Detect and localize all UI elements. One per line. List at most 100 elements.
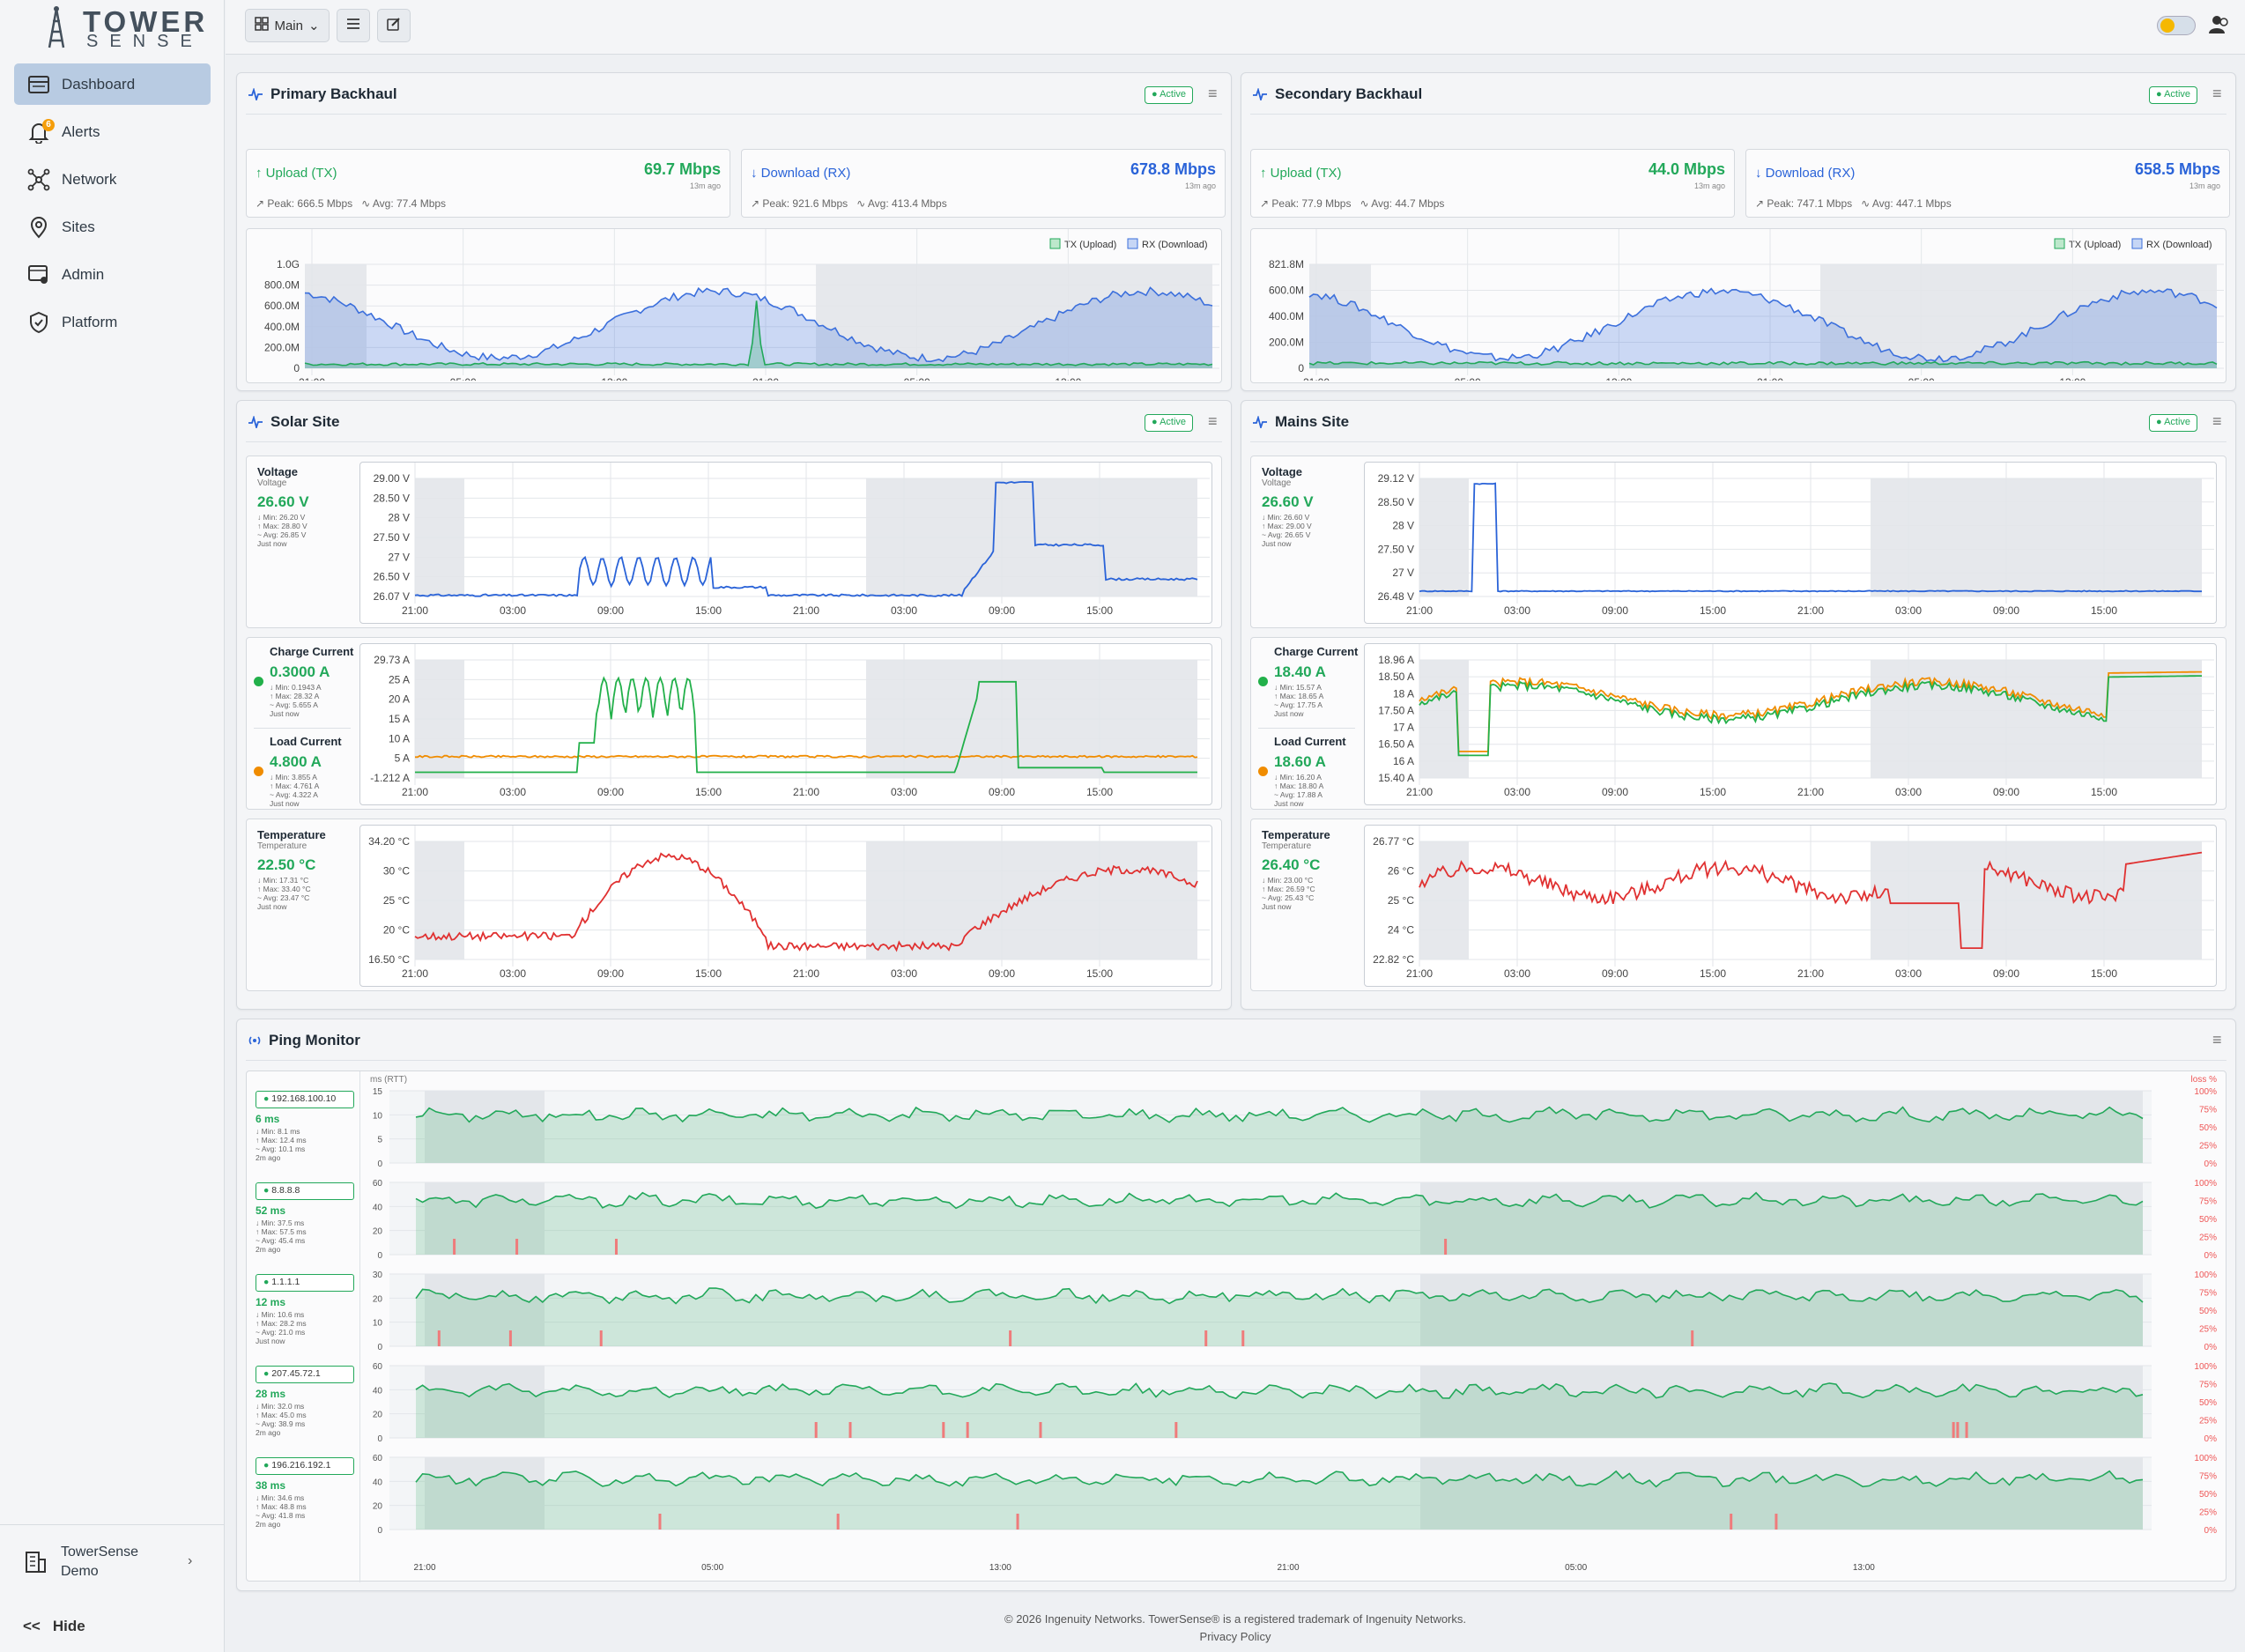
ping-host-card[interactable]: ● 192.168.100.10 6 ms ↓ Min: 8.1 ms ↑ Max: … <box>256 1091 354 1162</box>
nav-item-sites[interactable]: Sites <box>14 206 211 248</box>
x-tick-label: 03:00 <box>500 786 526 798</box>
metric-name: Charge Current <box>270 645 354 658</box>
logo[interactable]: TOWER SENSE <box>37 4 204 51</box>
y-tick-label: -1.212 A <box>370 772 410 784</box>
stat-value: Avg: 17.88 A <box>1279 790 1323 799</box>
x-tick-label: 13:00 <box>1605 376 1632 381</box>
ping-host-card[interactable]: ● 8.8.8.8 52 ms ↓ Min: 37.5 ms ↑ Max: 57.5 … <box>256 1182 354 1254</box>
throughput-chart: TX (Upload) RX (Download) 1.0G 800.0M 600.0M… <box>246 228 2067 389</box>
theme-toggle[interactable] <box>2157 16 2196 35</box>
activity-icon <box>248 416 263 428</box>
y-tick-label: 24 °C <box>1388 924 1414 937</box>
metric-plot-svg: 29.00 V 28.50 V 28 V 27.50 V 27 V 26.50 V 26.0… <box>374 463 2177 617</box>
temperature-chart: Temperature Temperature 22.50 °C ↓ Min: 17.… <box>246 819 2177 991</box>
nav-item-network[interactable]: Network <box>14 159 211 200</box>
x-tick-label: 21:00 <box>793 786 819 798</box>
panel-menu-icon[interactable]: ≡ <box>1208 412 1218 430</box>
ping-row-plot: 15 10 5 0 100% 75% 50% 25% 0% <box>373 1087 2217 1169</box>
metric-stat-avg: ~ Avg: 17.75 A <box>1274 700 1362 709</box>
y-tick-label: 40 <box>373 1478 383 1487</box>
rate-label: ↓ Download (RX) <box>751 166 850 181</box>
metric-value: 26.60 V <box>257 493 309 510</box>
charge-current-summary: Charge Current 0.3000 A ↓ Min: 0.1943 A ↑ M… <box>254 645 358 718</box>
y-tick-label: 28 V <box>388 512 410 524</box>
y-tick-label: 200.0M <box>264 341 300 353</box>
ping-host-card[interactable]: ● 196.216.192.1 38 ms ↓ Min: 34.6 ms ↑ Max:… <box>256 1457 354 1529</box>
loss-tick-label: 0% <box>2204 1251 2218 1261</box>
x-tick-label: 21:00 <box>1406 967 1433 980</box>
packet-loss-bar <box>437 1330 441 1346</box>
panel-menu-icon[interactable]: ≡ <box>2212 1031 2222 1048</box>
stat-prefix: ↓ <box>256 1219 262 1227</box>
rate-stats: ↗ Peak: 921.6 Mbps ∿ Avg: 413.4 Mbps <box>751 197 947 210</box>
panel-header: Mains Site <box>1252 413 1349 431</box>
night-shade <box>425 1457 545 1530</box>
edit-dashboard-button[interactable] <box>377 9 411 42</box>
status-dot-icon: ● <box>1152 417 1160 427</box>
packet-loss-bar <box>942 1422 945 1438</box>
nav-item-admin[interactable]: Admin <box>14 254 211 295</box>
stat-prefix: ~ <box>256 1328 262 1337</box>
ping-host-label: ● 8.8.8.8 <box>256 1182 354 1200</box>
stat-prefix: ~ <box>257 530 263 539</box>
panel-header-divider <box>246 441 1222 442</box>
user-menu-icon[interactable] <box>2208 14 2231 40</box>
loss-tick-label: 100% <box>2194 1362 2217 1372</box>
privacy-policy-link[interactable]: Privacy Policy <box>1199 1630 1271 1643</box>
view-selector[interactable]: Main ⌄ <box>245 9 330 42</box>
temperature-summary: Temperature Temperature 26.40 °C ↓ Min: 23.… <box>1262 828 1350 911</box>
list-view-button[interactable] <box>337 9 370 42</box>
latency-area <box>416 1107 2143 1163</box>
panel-menu-icon[interactable]: ≡ <box>1208 85 1218 102</box>
primary-backhaul-panel: Primary Backhaul ● Active ≡ ↑ Upload (TX) 69… <box>236 72 2067 391</box>
tower-logo-icon <box>48 6 65 48</box>
ping-host-card[interactable]: ● 1.1.1.1 12 ms ↓ Min: 10.6 ms ↑ Max: 28.2 … <box>256 1274 354 1345</box>
rate-card-upload: ↑ Upload (TX) 69.7 Mbps 13m ago ↗ Peak: 666… <box>246 149 730 218</box>
y-tick-label: 40 <box>373 1203 383 1212</box>
nav-item-dashboard[interactable]: Dashboard <box>14 63 211 105</box>
status-dot-icon: ● <box>2156 417 2165 427</box>
y-tick-label: 0 <box>377 1251 382 1261</box>
ping-host-card[interactable]: ● 207.45.72.1 28 ms ↓ Min: 32.0 ms ↑ Max: 4… <box>256 1366 354 1437</box>
panel-menu-icon[interactable]: ≡ <box>2212 85 2222 102</box>
charge-current-summary: Charge Current 18.40 A ↓ Min: 15.57 A ↑ Max… <box>1258 645 1362 718</box>
ping-stats: ↓ Min: 37.5 ms ↑ Max: 57.5 ms ~ Avg: 45.4 … <box>256 1219 354 1254</box>
metric-value: 18.40 A <box>1274 663 1326 680</box>
stat-value: Max: 45.0 ms <box>261 1411 307 1419</box>
nav-item-platform[interactable]: Platform <box>14 301 211 343</box>
status-text: Active <box>1160 417 1187 427</box>
y-tick-label: 60 <box>373 1362 383 1372</box>
latency-area <box>416 1382 2143 1438</box>
ping-chart-svg: ms (RTT) loss %151050100%75%50%25%0%60402… <box>370 1075 2218 1573</box>
org-switcher[interactable]: TowerSense Demo › <box>0 1524 225 1595</box>
metric-sub: Temperature <box>1262 841 1312 851</box>
x-tick-label: 03:00 <box>891 786 917 798</box>
hide-sidebar-button[interactable]: << Hide <box>23 1618 85 1635</box>
metric-name: Voltage <box>1262 465 1302 478</box>
series-dot-icon <box>254 677 263 686</box>
loss-tick-label: 75% <box>2199 1289 2217 1299</box>
metric-stat-avg: ~ Avg: 5.655 A <box>270 700 358 709</box>
x-tick-label: 13:00 <box>601 376 627 381</box>
nav-item-alerts[interactable]: 6 Alerts <box>14 111 211 152</box>
map-pin-icon <box>26 215 51 240</box>
stat-prefix: ↑ <box>256 1411 262 1419</box>
bell-icon <box>26 120 51 144</box>
panel-menu-icon[interactable]: ≡ <box>2212 412 2222 430</box>
y-tick-label: 22.82 °C <box>1373 953 1414 966</box>
ping-host-label: ● 207.45.72.1 <box>256 1366 354 1383</box>
stat-value: Avg: 41.8 ms <box>261 1511 306 1520</box>
stat-value: Just now <box>270 709 300 718</box>
stat-value: Min: 37.5 ms <box>261 1219 305 1227</box>
loss-axis-label: loss % <box>2191 1075 2218 1085</box>
y-tick-label: 18 A <box>1393 687 1414 700</box>
ping-host-label: ● 192.168.100.10 <box>256 1091 354 1108</box>
stat-value: Avg: 17.75 A <box>1279 700 1323 709</box>
y-tick-label: 400.0M <box>1269 310 1304 322</box>
loss-tick-label: 75% <box>2199 1197 2217 1207</box>
latency-line <box>415 1106 2144 1123</box>
rate-label: ↑ Upload (TX) <box>1260 166 1342 181</box>
rate-label-text: Download (RX) <box>1765 166 1856 181</box>
stat-value: Max: 28.2 ms <box>261 1319 307 1328</box>
stat-value: 2m ago <box>256 1245 281 1254</box>
